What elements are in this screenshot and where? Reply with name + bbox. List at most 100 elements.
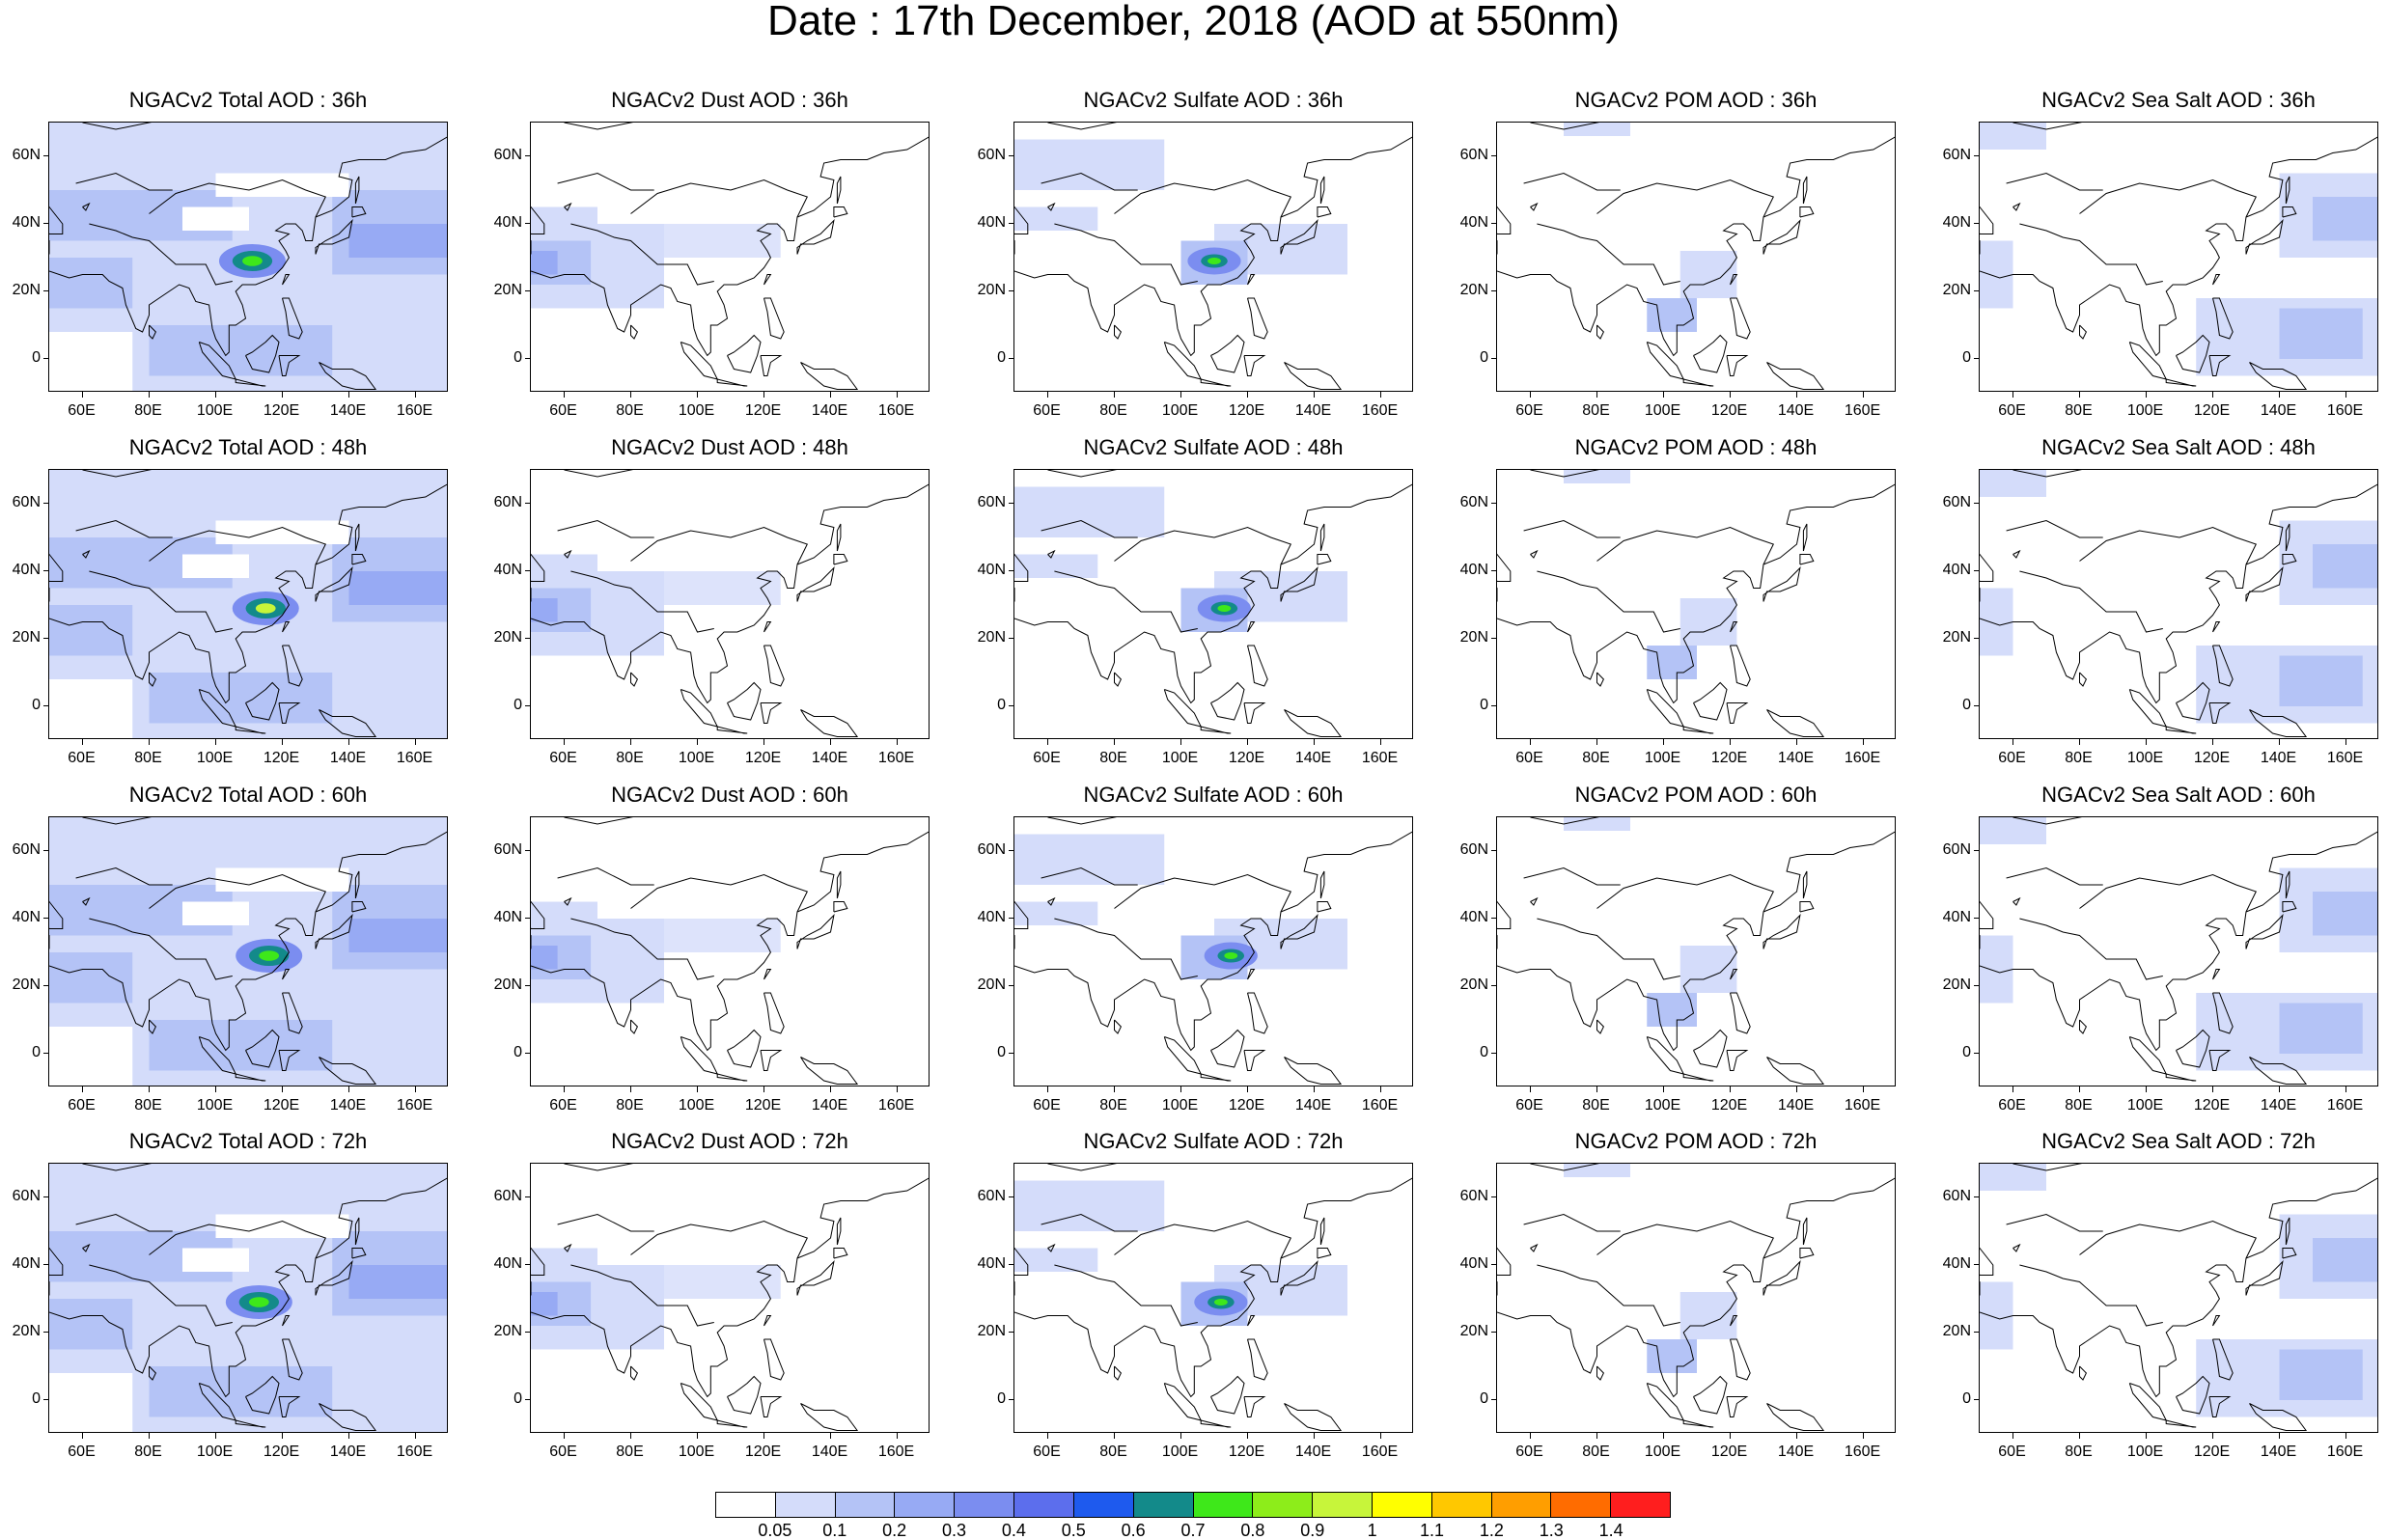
aod-plume	[259, 950, 280, 961]
colorbar-label: 1.4	[1598, 1521, 1624, 1540]
x-tick-label: 160E	[1844, 1097, 1881, 1114]
y-tick-label: 60N	[12, 1188, 41, 1204]
coastline	[149, 1019, 157, 1034]
coastline	[1054, 1264, 1198, 1327]
coastline	[1596, 526, 1774, 565]
x-tick-label: 120E	[1228, 750, 1265, 766]
x-tick	[1862, 1433, 1864, 1439]
coastline	[1726, 355, 1749, 376]
colorbar-label: 1	[1367, 1521, 1377, 1540]
y-tick	[525, 985, 530, 986]
x-tick-label: 160E	[877, 750, 915, 766]
x-tick-label: 120E	[1228, 1097, 1265, 1114]
coastline	[1247, 274, 1256, 286]
coastline	[836, 523, 842, 552]
y-tick	[43, 985, 48, 986]
x-tick-label: 140E	[811, 750, 848, 766]
coastline	[630, 526, 808, 565]
y-tick-label: 40N	[12, 909, 41, 925]
x-tick-label: 140E	[1294, 1444, 1332, 1460]
coastline	[282, 297, 303, 340]
y-tick-label: 60N	[977, 147, 1006, 163]
aod-map	[531, 123, 929, 390]
coastline	[1523, 172, 1621, 191]
coastline	[1114, 179, 1291, 218]
colorbar-segment	[1372, 1493, 1432, 1517]
aod-plume	[255, 603, 276, 614]
aod-field-cell	[664, 224, 781, 258]
y-tick-label: 0	[1962, 349, 1971, 366]
x-tick	[148, 392, 150, 398]
figure-title: Date : 17th December, 2018 (AOD at 550nm…	[767, 0, 1620, 44]
aod-field-cell	[348, 919, 447, 952]
x-tick-label: 140E	[329, 1444, 367, 1460]
coastline	[763, 1315, 772, 1327]
y-tick-label: 60N	[1459, 494, 1488, 510]
map-panel	[530, 1163, 930, 1433]
x-tick	[1729, 392, 1731, 398]
x-tick	[1795, 1433, 1797, 1439]
colorbar-label: 0.6	[1121, 1521, 1146, 1540]
coastline	[1530, 1164, 1600, 1171]
coastline	[2165, 378, 2197, 387]
x-tick-label: 120E	[2193, 1444, 2231, 1460]
y-tick	[525, 155, 530, 156]
x-tick	[414, 392, 416, 398]
aod-field-cell	[1980, 817, 2046, 844]
coastline	[1799, 901, 1815, 913]
coastline	[763, 1338, 785, 1381]
x-tick	[214, 1086, 216, 1092]
x-tick-label: 100E	[2126, 402, 2164, 419]
colorbar-label: 0.1	[822, 1521, 847, 1540]
coastline	[763, 621, 772, 633]
coastline	[1530, 1243, 1539, 1252]
x-tick-label: 80E	[2065, 402, 2093, 419]
coastline	[2128, 1036, 2168, 1075]
coastline	[1114, 324, 1123, 340]
aod-field-cell	[2313, 197, 2377, 241]
aod-field-cell	[1014, 901, 1098, 925]
coastline	[531, 1247, 545, 1276]
colorbar-segment	[716, 1493, 776, 1517]
x-tick-label: 60E	[1998, 1444, 2026, 1460]
map-panel	[48, 1163, 448, 1433]
colorbar-segment	[835, 1493, 896, 1517]
aod-field-cell	[149, 673, 333, 724]
y-tick	[525, 1399, 530, 1400]
coastline	[836, 176, 842, 205]
coastline	[49, 483, 447, 704]
coastline	[1497, 1177, 1895, 1398]
coastline	[1682, 1073, 1714, 1082]
y-tick	[1974, 223, 1979, 224]
aod-field-cell	[1014, 486, 1165, 537]
aod-field-cell	[531, 946, 558, 970]
y-tick	[1491, 985, 1496, 986]
map-panel	[1979, 1163, 2378, 1433]
coastline	[1497, 553, 1512, 582]
x-tick-label: 60E	[68, 1444, 96, 1460]
x-tick-label: 160E	[877, 1444, 915, 1460]
panel-title: NGACv2 Sea Salt AOD : 60h	[2041, 783, 2316, 807]
aod-plume	[1207, 258, 1221, 264]
y-tick	[525, 1196, 530, 1197]
coastline	[727, 1375, 762, 1415]
x-tick	[2345, 739, 2346, 745]
coastline	[1537, 918, 1680, 980]
x-tick	[2278, 392, 2280, 398]
coastline	[796, 913, 835, 949]
coastline	[800, 1403, 859, 1431]
coastline	[1014, 1177, 1412, 1398]
panel-title: NGACv2 Total AOD : 72h	[128, 1129, 368, 1153]
coastline	[2285, 870, 2290, 899]
y-tick	[1974, 985, 1979, 986]
coastline	[1762, 565, 1801, 602]
clean-area	[49, 332, 133, 391]
coastline	[49, 900, 64, 929]
y-tick-label: 0	[32, 697, 41, 713]
x-tick	[281, 1433, 283, 1439]
coastline	[1317, 206, 1332, 218]
x-tick-label: 120E	[1710, 402, 1748, 419]
coastline	[1163, 342, 1203, 380]
clean-area	[215, 520, 349, 544]
x-tick-label: 140E	[1294, 750, 1332, 766]
